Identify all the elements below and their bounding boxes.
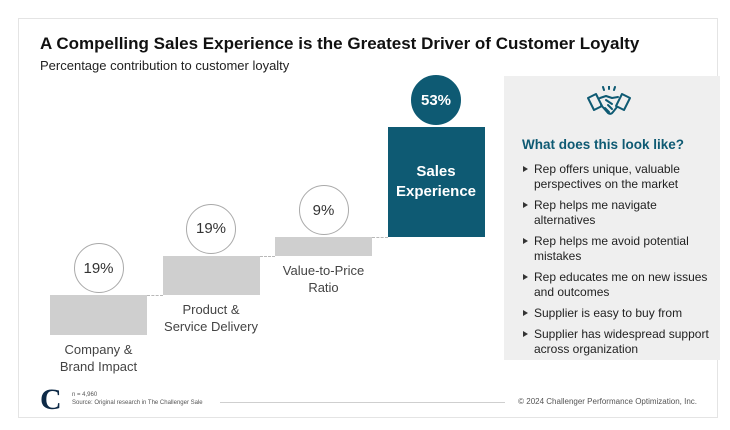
bar bbox=[387, 127, 485, 238]
bullet-item: Rep helps me navigate alternatives bbox=[522, 198, 712, 228]
category-label: Sales Experience bbox=[395, 163, 477, 200]
chart-subtitle: Percentage contribution to customer loya… bbox=[40, 58, 290, 73]
bullet-item: Rep educates me on new issues and outcom… bbox=[522, 270, 712, 300]
copyright: © 2024 Challenger Performance Optimizati… bbox=[518, 397, 697, 406]
category-label: Company & Brand Impact bbox=[59, 342, 138, 374]
sample-size: n = 4,960 bbox=[72, 392, 98, 398]
connector bbox=[147, 295, 163, 297]
side-panel: Rep offers unique, valuable perspectives… bbox=[504, 76, 720, 360]
bullet-item: Supplier has widespread support across o… bbox=[522, 327, 712, 357]
value-label: 19% bbox=[73, 243, 124, 294]
bar bbox=[275, 237, 372, 256]
bullet-item: Rep offers unique, valuable perspectives… bbox=[522, 162, 712, 192]
panel-title: What does this look like? bbox=[522, 137, 685, 152]
bullet-item: Rep helps me avoid potential mistakes bbox=[522, 234, 712, 264]
value-label: 53% bbox=[411, 75, 461, 125]
connector bbox=[372, 237, 388, 239]
bar bbox=[50, 295, 147, 335]
value-label: 9% bbox=[298, 185, 349, 236]
bullet-item: Supplier is easy to buy from bbox=[522, 306, 712, 321]
handshake-icon bbox=[587, 86, 631, 115]
value-label: 19% bbox=[186, 203, 236, 254]
bullet-list: Rep offers unique, valuable perspectives… bbox=[522, 162, 712, 363]
chart-title: A Compelling Sales Experience is the Gre… bbox=[40, 34, 640, 53]
connector bbox=[259, 255, 275, 257]
bar bbox=[162, 255, 260, 296]
category-label: Product & Service Delivery bbox=[164, 302, 258, 335]
category-label: Value-to-Price Ratio bbox=[282, 262, 365, 295]
logo: C bbox=[40, 383, 62, 416]
footer-rule bbox=[220, 402, 505, 403]
source: Source: Original research in The Challen… bbox=[72, 400, 203, 406]
